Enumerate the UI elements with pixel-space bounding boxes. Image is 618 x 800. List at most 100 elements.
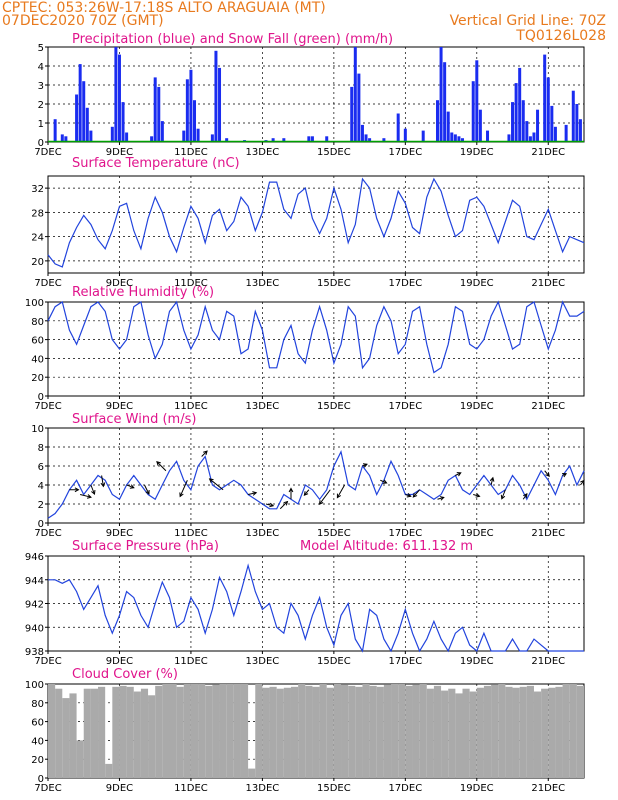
cloud-bar: [526, 685, 534, 778]
precip-bar: [150, 136, 154, 142]
precip-bar: [53, 119, 57, 142]
cloud-bar: [212, 684, 220, 778]
precip-xtick-label: 7DEC: [34, 147, 61, 158]
panel-precip: 0 1 2 3 4 5 7DEC 9DEC 11DEC 13DEC 15DEC 17DEC 19DEC 2…: [34, 32, 585, 158]
header-grid-line: Vertical Grid Line: 70Z: [450, 13, 606, 29]
precip-bar: [435, 100, 439, 142]
wind-arrow-head: [545, 472, 550, 477]
precip-bar: [546, 77, 550, 142]
cloud-bar: [155, 685, 163, 778]
wind-arrow-head: [100, 482, 106, 488]
pressure-xtick-label: 17DEC: [388, 656, 422, 667]
cloud-bar: [133, 691, 141, 778]
precip-bar: [550, 105, 554, 142]
cloud-bar: [519, 686, 527, 778]
pressure-xtick-label: 15DEC: [317, 656, 351, 667]
precip-bar: [421, 130, 425, 142]
precip-bar: [486, 130, 490, 142]
cloud-bar: [376, 686, 384, 778]
cloud-bar: [290, 686, 299, 778]
precip-ytick-label: 4: [38, 62, 44, 73]
cloud-bar: [348, 685, 356, 778]
cloud-bar: [48, 684, 56, 778]
cloud-bar: [162, 684, 170, 778]
cloud-bar: [548, 687, 556, 778]
cloud-ytick-label: 40: [31, 736, 44, 747]
precip-bar: [439, 47, 443, 142]
wind-arrow-head: [145, 489, 150, 495]
precip-bar: [189, 69, 193, 142]
wind-arrow-shaft: [80, 494, 92, 498]
cloud-xtick-label: 15DEC: [317, 783, 351, 794]
precip-bar: [478, 109, 482, 142]
precip-bar: [571, 90, 575, 142]
temp-xtick-label: 7DEC: [34, 278, 61, 289]
precip-bar: [185, 79, 189, 142]
wind-arrow-shaft: [279, 501, 288, 510]
header-run-date: 07DEC2020 70Z (GMT): [2, 13, 164, 29]
pressure-ytick-label: 944: [25, 576, 44, 587]
precip-bar: [210, 134, 214, 142]
cloud-bar: [69, 693, 77, 778]
cloud-bar: [305, 685, 313, 778]
rh-ytick-label: 80: [31, 317, 44, 328]
cloud-bar: [205, 685, 213, 778]
temp-ytick-label: 20: [31, 257, 44, 268]
rh-series-line: [47, 300, 585, 374]
wind-arrow-head: [456, 472, 462, 477]
cloud-bar: [462, 688, 470, 778]
temp-ytick-label: 28: [31, 208, 44, 219]
rh-frame: [47, 301, 585, 397]
precip-bar: [360, 124, 364, 142]
precip-bar: [514, 83, 518, 142]
wind-arrow-shaft: [437, 496, 444, 500]
pressure-ytick-label: 946: [25, 552, 44, 563]
wind-xtick-label: 9DEC: [106, 528, 133, 539]
wind-ytick-label: 6: [38, 462, 44, 473]
precip-bar: [218, 67, 222, 142]
precip-bar: [78, 64, 82, 142]
precip-bar: [307, 136, 311, 142]
wind-arrow-head: [208, 478, 214, 483]
pressure-xtick-label: 21DEC: [531, 656, 565, 667]
cloud-bar: [76, 740, 84, 778]
precip-bar: [461, 138, 465, 142]
wind-arrow-head: [74, 487, 80, 493]
precip-bar: [457, 136, 461, 142]
temp-xtick-label: 15DEC: [317, 278, 351, 289]
wind-arrow-shaft: [522, 493, 528, 500]
wind-arrow-head: [179, 492, 184, 498]
wind-arrow-shaft: [90, 484, 95, 495]
rh-xtick-label: 13DEC: [246, 401, 280, 412]
precip-bar: [75, 94, 79, 142]
precip-bar: [403, 128, 407, 142]
temp-ytick-label: 32: [31, 184, 44, 195]
wind-xtick-label: 7DEC: [34, 528, 61, 539]
precip-ytick-label: 3: [38, 81, 44, 92]
cloud-bar: [183, 684, 191, 778]
rh-ytick-label: 20: [31, 373, 44, 384]
pressure-xtick-label: 7DEC: [34, 656, 61, 667]
wind-arrow-head: [382, 479, 388, 484]
cloud-bar: [419, 684, 427, 778]
wind-arrow-shaft: [265, 503, 274, 507]
wind-arrow-head: [269, 502, 275, 508]
cloud-bar: [283, 687, 291, 778]
precip-bar: [125, 132, 129, 142]
wind-xtick-label: 15DEC: [317, 528, 351, 539]
cloud-bar: [412, 684, 420, 778]
rh-xtick-label: 19DEC: [460, 401, 494, 412]
pressure-ytick-label: 940: [25, 623, 44, 634]
precip-bar: [117, 54, 121, 142]
precip-bar: [532, 132, 536, 142]
cloud-bar: [126, 686, 134, 778]
cloud-bar: [433, 685, 442, 778]
precip-bar: [475, 60, 479, 142]
cloud-bar: [169, 684, 177, 778]
temp-xtick-label: 17DEC: [388, 278, 422, 289]
cloud-bar: [405, 685, 413, 778]
cloud-bar: [391, 684, 399, 778]
cloud-bar: [355, 686, 363, 778]
cloud-bar: [298, 684, 306, 778]
wind-arrow-head: [283, 500, 289, 506]
